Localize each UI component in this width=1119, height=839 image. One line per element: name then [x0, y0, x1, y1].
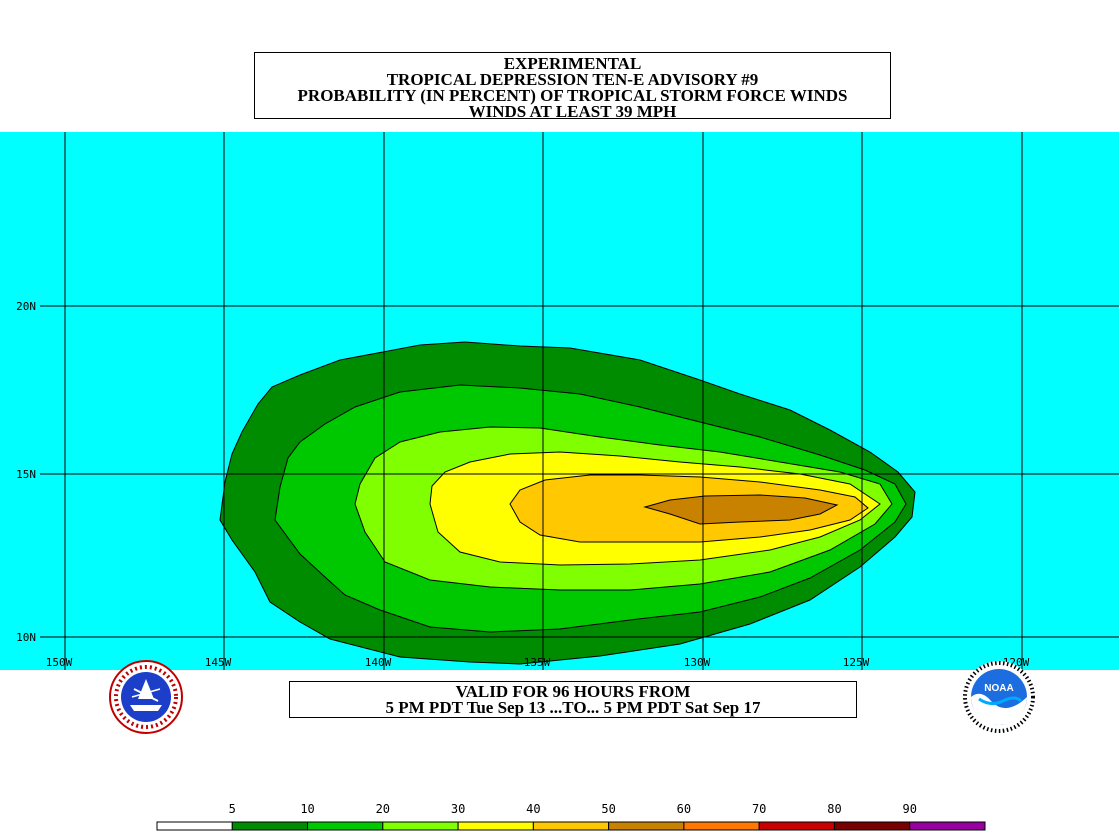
legend-label: 80 — [827, 802, 841, 816]
legend-label: 5 — [229, 802, 236, 816]
noaa-logo-text: NOAA — [984, 683, 1013, 694]
legend-label: 20 — [376, 802, 390, 816]
legend-swatch — [758, 821, 835, 831]
legend-swatch — [833, 821, 911, 831]
latitude-label: 15N — [16, 468, 36, 481]
valid-line-1: VALID FOR 96 HOURS FROM — [455, 682, 691, 701]
contour-50-percent — [643, 494, 839, 525]
legend-label: 70 — [752, 802, 766, 816]
legend-label: 40 — [526, 802, 540, 816]
legend-swatch — [231, 821, 309, 831]
legend-swatch — [683, 821, 760, 831]
nws-logo-icon — [109, 660, 183, 734]
title-line-4: WINDS AT LEAST 39 MPH — [468, 102, 677, 121]
title-line-2: TROPICAL DEPRESSION TEN-E ADVISORY #9 — [386, 70, 759, 89]
title-line-3: PROBABILITY (IN PERCENT) OF TROPICAL STO… — [297, 86, 848, 105]
legend-swatch — [457, 821, 534, 831]
longitude-label: 140W — [365, 656, 392, 669]
longitude-label: 145W — [205, 656, 232, 669]
legend-swatch — [307, 821, 384, 831]
legend-swatch — [532, 821, 610, 831]
longitude-label: 150W — [46, 656, 73, 669]
title-line-1: EXPERIMENTAL — [503, 54, 642, 73]
noaa-logo-icon: NOAA — [963, 661, 1035, 733]
legend-label: 10 — [300, 802, 314, 816]
valid-box: VALID FOR 96 HOURS FROM 5 PM PDT Tue Sep… — [289, 681, 857, 718]
valid-line-2: 5 PM PDT Tue Sep 13 ...TO... 5 PM PDT Sa… — [385, 698, 761, 717]
color-legend: 5 10 20 30 40 50 60 70 80 90 — [156, 802, 986, 831]
legend-label: 50 — [601, 802, 615, 816]
latitude-label: 10N — [16, 631, 36, 644]
longitude-label: 130W — [684, 656, 711, 669]
legend-label: 60 — [677, 802, 691, 816]
legend-swatch — [909, 821, 986, 831]
longitude-label: 125W — [843, 656, 870, 669]
legend-label: 30 — [451, 802, 465, 816]
legend-swatch — [156, 821, 233, 831]
gridlines — [40, 132, 1119, 670]
legend-swatch — [382, 821, 459, 831]
latitude-label: 20N — [16, 300, 36, 313]
legend-label: 90 — [903, 802, 917, 816]
longitude-label: 135W — [524, 656, 551, 669]
title-box: EXPERIMENTAL TROPICAL DEPRESSION TEN-E A… — [254, 52, 891, 121]
legend-swatch — [608, 821, 685, 831]
